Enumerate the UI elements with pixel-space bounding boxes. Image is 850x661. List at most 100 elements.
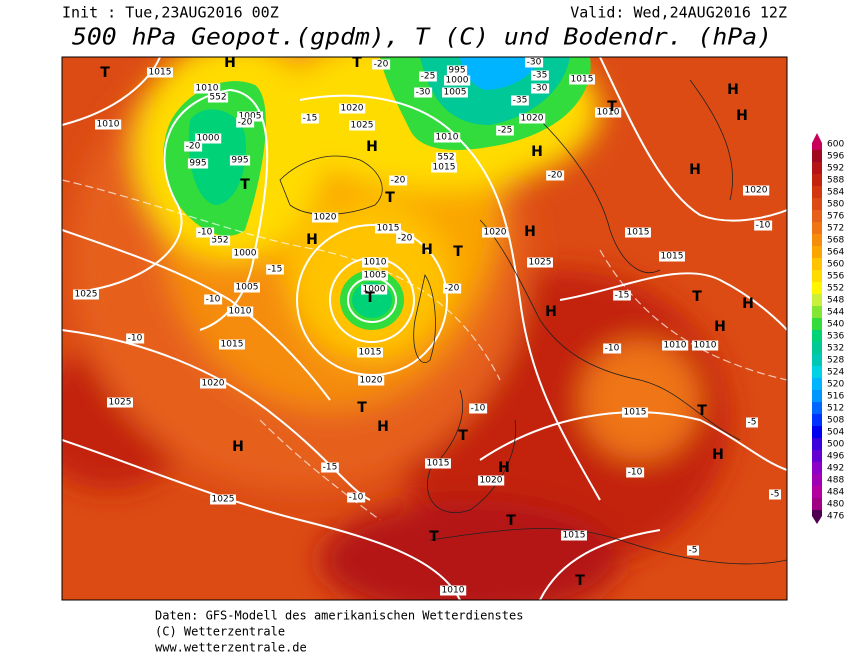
colorbar-label: 536 (827, 332, 844, 342)
colorbar-label: 560 (827, 260, 844, 270)
colorbar-label: 572 (827, 224, 844, 234)
colorbar-label: 556 (827, 272, 844, 282)
pressure-center: H (224, 55, 236, 71)
contour-label: 1025 (351, 121, 374, 131)
pressure-center: T (697, 403, 707, 419)
colorbar-swatch (812, 462, 822, 474)
temperature-label-box (266, 264, 284, 275)
contour-label: 1010 (442, 586, 465, 596)
temperature-label: -30 (416, 88, 431, 98)
contour-label: 1000 (234, 249, 257, 259)
contour-label: 552 (211, 236, 228, 246)
colorbar-label: 488 (827, 476, 844, 486)
colorbar: 600 596 592 588 584 580 576 572 568 564 560 556 552 5… (812, 133, 844, 524)
pressure-center: H (712, 447, 724, 463)
colorbar-swatch (812, 133, 822, 150)
colorbar-swatch (812, 486, 822, 498)
pressure-center: H (742, 296, 754, 312)
contour-label-box (431, 162, 457, 173)
colorbar-swatch (812, 186, 822, 198)
contour-label: 1025 (212, 495, 235, 505)
pressure-center: T (385, 190, 395, 206)
contour-label: 1015 (149, 68, 172, 78)
colorbar-label: 540 (827, 320, 844, 330)
contour-label: 1005 (236, 283, 259, 293)
contour-label-box (200, 378, 227, 389)
contour-label: 1020 (314, 213, 337, 223)
colorbar-swatch (812, 210, 822, 222)
colorbar-label: 496 (827, 452, 844, 462)
contour-label-box (107, 397, 133, 408)
contour-label: 1020 (360, 376, 383, 386)
temperature-label-box (347, 492, 366, 503)
contour-label: 1015 (563, 531, 586, 541)
temperature-label-box (687, 545, 699, 556)
colorbar-swatch (812, 510, 822, 524)
contour-label-box (339, 103, 366, 114)
pressure-center: H (498, 460, 510, 476)
pressure-center: H (736, 108, 748, 124)
temperature-label: -35 (533, 71, 548, 81)
footer-source: Daten: GFS-Modell des amerikanischen Wet… (155, 609, 523, 623)
colorbar-label: 500 (827, 440, 844, 450)
contour-label: 1000 (197, 134, 220, 144)
colorbar-swatch (812, 318, 822, 330)
colorbar-label: 584 (827, 188, 844, 198)
contour-label-box (234, 282, 260, 293)
temperature-label-box (414, 87, 433, 98)
temperature-label-box (184, 141, 203, 152)
temperature-label: -15 (303, 114, 318, 124)
contour-label-box (442, 87, 468, 98)
temperature-label: -5 (689, 546, 698, 556)
contour-label-box (662, 340, 689, 351)
contour-label: 1010 (229, 307, 252, 317)
temperature-label: -10 (128, 334, 143, 344)
contour-label-box (219, 339, 245, 350)
colorbar-swatch (812, 378, 822, 390)
contour-label-box (440, 585, 467, 596)
colorbar-swatch (812, 306, 822, 318)
footer-url: www.wetterzentrale.de (155, 641, 307, 655)
temperature-label: -5 (748, 418, 757, 428)
colorbar-label: 564 (827, 248, 844, 258)
pressure-center: T (453, 244, 463, 260)
contour-label-box (187, 158, 209, 169)
pressure-center: H (545, 304, 557, 320)
contour-label-box (482, 227, 509, 238)
contour-label: 1010 (364, 258, 387, 268)
contour-label: 1020 (521, 114, 544, 124)
temperature-label-box (626, 467, 645, 478)
colorbar-label: 484 (827, 488, 844, 498)
colorbar-label: 508 (827, 416, 844, 426)
contour-label: 1010 (597, 108, 620, 118)
contour-label-box (692, 340, 719, 351)
temperature-label-box (754, 220, 773, 231)
contour-label-box (210, 494, 236, 505)
contour-label: 1010 (196, 84, 219, 94)
contour-label-box (527, 257, 553, 268)
colorbar-label: 588 (827, 176, 844, 186)
contour-label-box (194, 83, 221, 94)
temperature-label-box (746, 417, 758, 428)
pressure-center: T (240, 177, 250, 193)
contour-label-box (95, 119, 122, 130)
pressure-center: H (377, 419, 389, 435)
colorbar-swatch (812, 366, 822, 378)
temperature-label: -20 (445, 284, 460, 294)
contour-label-box (312, 212, 339, 223)
pressure-center: H (689, 162, 701, 178)
pressure-center: T (352, 55, 362, 71)
contour-label: 1025 (529, 258, 552, 268)
colorbar-swatch (812, 198, 822, 210)
colorbar-label: 492 (827, 464, 844, 474)
temperature-label-box (525, 57, 544, 68)
pressure-center: T (575, 573, 585, 589)
contour-label-box (519, 113, 546, 124)
temperature-label: -10 (471, 404, 486, 414)
colorbar-swatch (812, 354, 822, 366)
pressure-center: H (531, 144, 543, 160)
contour-label-box (358, 375, 385, 386)
contour-label-box (232, 248, 259, 259)
